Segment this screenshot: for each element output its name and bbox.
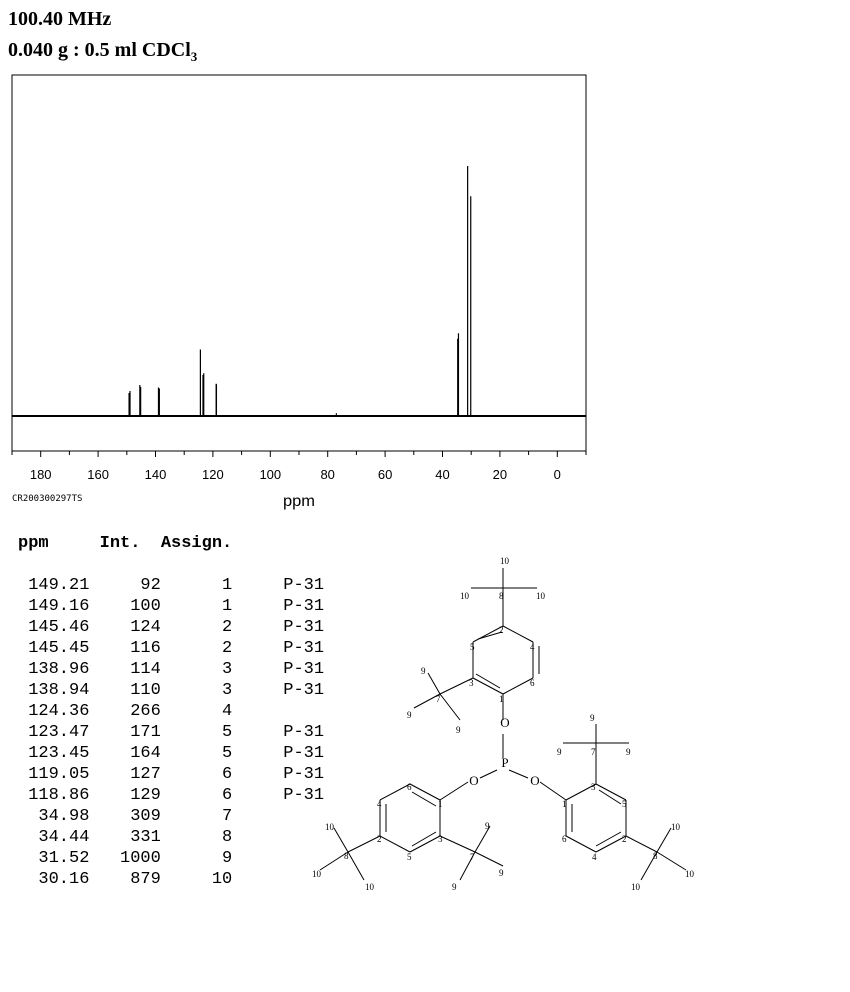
label-2: 2 [377, 834, 382, 844]
x-tick-label: 180 [30, 467, 52, 482]
plot-frame [11, 74, 587, 452]
peak-layer [128, 166, 472, 416]
label-10: 10 [536, 591, 546, 601]
label-1: 1 [438, 799, 443, 809]
label-6: 6 [407, 782, 412, 792]
table-row: 124.36 266 4 [18, 702, 233, 721]
x-tick-label: 100 [259, 467, 281, 482]
label-10: 10 [685, 869, 695, 879]
table-row: 145.45 116 2 P-31 [18, 639, 325, 658]
label-1: 1 [499, 694, 504, 704]
oxygen-atom: O [530, 773, 539, 788]
x-tick-label: 80 [320, 467, 334, 482]
table-row: 138.94 110 3 P-31 [18, 681, 325, 700]
label-10: 10 [671, 822, 681, 832]
label-10: 10 [365, 882, 375, 892]
oxygen-atom: O [500, 715, 509, 730]
label-8: 8 [344, 851, 349, 861]
label-4: 4 [592, 852, 597, 862]
table-spacer [18, 554, 324, 575]
label-9: 9 [421, 666, 426, 676]
table-row: 31.52 1000 9 [18, 849, 233, 868]
x-tick-label: 60 [378, 467, 392, 482]
label-2: 2 [622, 834, 627, 844]
phosphorus-atom: P [501, 755, 508, 770]
label-9: 9 [485, 821, 490, 831]
x-tick-label: 0 [554, 467, 561, 482]
table-row: 34.98 309 7 [18, 807, 233, 826]
label-7: 7 [591, 747, 596, 757]
atom-labels: O P O O [469, 715, 539, 788]
table-row: 118.86 129 6 P-31 [18, 786, 325, 805]
table-row: 123.47 171 5 P-31 [18, 723, 325, 742]
label-4: 4 [530, 642, 535, 652]
oxygen-atom: O [469, 773, 478, 788]
label-6: 6 [530, 678, 535, 688]
label-3: 3 [469, 678, 474, 688]
label-9: 9 [407, 710, 412, 720]
table-row: 138.96 114 3 P-31 [18, 660, 325, 679]
label-10: 10 [312, 869, 322, 879]
table-row: 123.45 164 5 P-31 [18, 744, 325, 763]
peak-table: ppm Int. Assign. 149.21 92 1 P-31 149.16… [18, 533, 324, 890]
label-9: 9 [452, 882, 457, 892]
table-row: 149.16 100 1 P-31 [18, 597, 325, 616]
label-8: 8 [499, 591, 504, 601]
x-tick-label: 40 [435, 467, 449, 482]
label-10: 10 [325, 822, 335, 832]
structure-bonds [319, 568, 687, 881]
label-2: 2 [499, 625, 504, 635]
table-row: 119.05 127 6 P-31 [18, 765, 325, 784]
label-3: 3 [438, 834, 443, 844]
spectrometer-frequency: 100.40 MHz [8, 8, 112, 30]
spectrum-code: CR200300297TS [12, 494, 83, 504]
label-5: 5 [407, 852, 412, 862]
label-9: 9 [499, 868, 504, 878]
position-labels: 10 10 8 10 2 4 5 6 3 1 9 7 9 9 9 9 7 9 6… [312, 556, 695, 892]
label-9: 9 [557, 747, 562, 757]
label-3: 3 [591, 782, 596, 792]
label-9: 9 [626, 747, 631, 757]
label-7: 7 [436, 694, 441, 704]
table-row: 30.16 879 10 [18, 870, 233, 889]
label-9: 9 [590, 713, 595, 723]
x-axis-ticks: 180 160 140 120 100 80 60 40 20 0 [11, 451, 587, 482]
label-10: 10 [460, 591, 470, 601]
label-5: 5 [470, 642, 475, 652]
label-1: 1 [562, 799, 567, 809]
label-10: 10 [631, 882, 641, 892]
table-row: 149.21 92 1 P-31 [18, 576, 325, 595]
label-5: 5 [622, 799, 627, 809]
label-4: 4 [377, 799, 382, 809]
label-6: 6 [562, 834, 567, 844]
x-tick-label: 160 [87, 467, 109, 482]
molecule-structure: O P O O 10 10 8 10 2 4 5 6 3 1 9 7 9 9 9… [312, 556, 695, 892]
label-7: 7 [470, 852, 475, 862]
sample-concentration: 0.040 g : 0.5 ml CDCl3 [8, 39, 198, 64]
label-10: 10 [500, 556, 510, 566]
x-tick-label: 140 [145, 467, 167, 482]
x-axis-label: ppm [283, 493, 315, 510]
table-header: ppm Int. Assign. [18, 534, 233, 553]
table-row: 34.44 331 8 [18, 828, 233, 847]
nmr-spectrum-chart: 180 160 140 120 100 80 60 40 20 0 ppm [11, 74, 587, 510]
table-row: 145.46 124 2 P-31 [18, 618, 325, 637]
label-8: 8 [653, 851, 658, 861]
label-9: 9 [456, 725, 461, 735]
x-tick-label: 120 [202, 467, 224, 482]
x-tick-label: 20 [493, 467, 507, 482]
